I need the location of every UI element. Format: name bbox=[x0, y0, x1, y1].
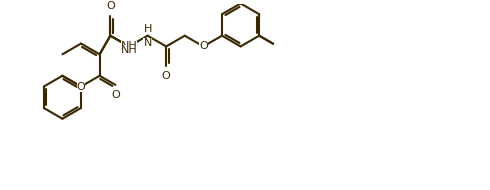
Text: NH: NH bbox=[121, 45, 137, 55]
Text: NH: NH bbox=[121, 41, 137, 51]
Text: H: H bbox=[144, 24, 152, 34]
Text: O: O bbox=[111, 90, 120, 100]
Text: O: O bbox=[199, 41, 208, 51]
Text: O: O bbox=[76, 82, 85, 92]
Text: O: O bbox=[106, 2, 115, 13]
Text: O: O bbox=[106, 2, 115, 11]
Text: N: N bbox=[144, 38, 152, 48]
Text: O: O bbox=[162, 71, 171, 81]
